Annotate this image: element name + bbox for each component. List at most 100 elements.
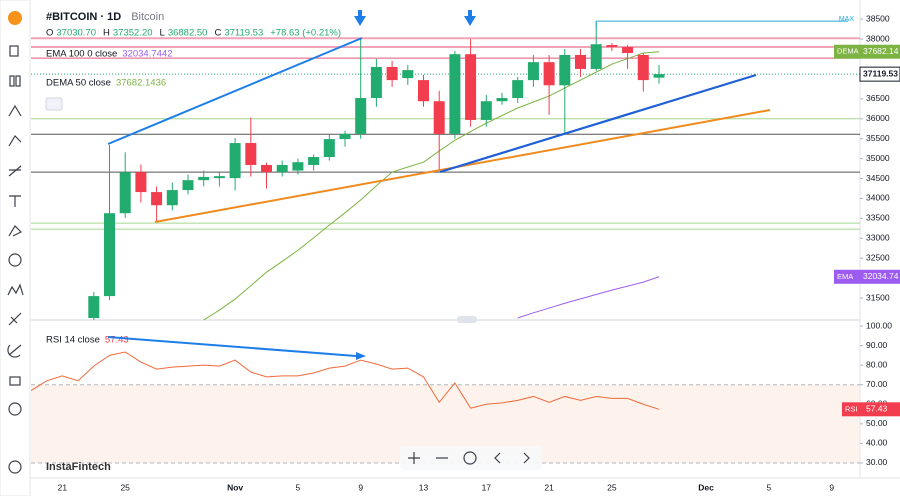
legend-text: Bitcoin xyxy=(131,11,164,23)
tool-icon[interactable] xyxy=(8,165,22,177)
legend-text: #BITCOIN · 1D xyxy=(46,11,121,23)
candle-body xyxy=(151,192,163,206)
y-tick-label: 36000 xyxy=(866,113,890,123)
candle-body xyxy=(339,133,351,140)
candle-body xyxy=(402,70,414,79)
candle-body xyxy=(418,80,429,102)
y-tick-label: 34500 xyxy=(866,173,890,183)
tool-icon[interactable] xyxy=(15,75,21,87)
tool-icon[interactable] xyxy=(8,135,22,147)
candle-body xyxy=(198,176,210,181)
tool-icon[interactable] xyxy=(9,195,21,207)
y-tick-label: 30.00 xyxy=(866,457,888,467)
tool-icon[interactable] xyxy=(8,312,22,326)
y-tick-label: 33500 xyxy=(866,213,890,223)
rsi-tag-name: RSI xyxy=(845,404,858,413)
candle-body xyxy=(449,54,461,134)
tool-icon[interactable] xyxy=(7,344,22,358)
indicator-tag-value: 32034.74 xyxy=(863,271,899,281)
rsi-tag xyxy=(842,402,900,417)
legend-text: H xyxy=(103,28,110,39)
candle-body xyxy=(166,190,178,206)
x-tick-label: 25 xyxy=(607,482,617,492)
candle-body xyxy=(465,54,477,120)
watermark: InstaFintech xyxy=(46,461,111,473)
scroll-right[interactable] xyxy=(523,452,530,464)
tool-icon[interactable] xyxy=(8,253,22,267)
y-tick-label: 80.00 xyxy=(866,359,888,369)
tool-icon[interactable] xyxy=(9,376,21,386)
legend-text: DEMA 50 close xyxy=(46,78,111,89)
candle-body xyxy=(527,62,539,81)
y-tick-label: 38500 xyxy=(866,13,890,23)
legend-text: EMA 100 0 close xyxy=(46,49,117,60)
candle-body xyxy=(323,139,335,158)
legend-text: 57.43 xyxy=(105,335,129,346)
y-tick-label: 40.00 xyxy=(866,438,888,448)
indicator-tag xyxy=(834,44,900,59)
legend-text: 37352.20 xyxy=(113,28,153,39)
scroll-left[interactable] xyxy=(494,452,501,464)
candle-body xyxy=(512,80,524,99)
candle-body xyxy=(480,101,492,120)
x-tick-label: 17 xyxy=(482,482,492,492)
y-tick-label: 34000 xyxy=(866,193,890,203)
candle-body xyxy=(496,98,508,102)
y-tick-label: 36500 xyxy=(866,93,890,103)
pane-handle[interactable] xyxy=(457,316,477,323)
x-tick-label: 9 xyxy=(829,482,834,492)
x-tick-label: 21 xyxy=(58,482,68,492)
legend-text: 37119.53 xyxy=(224,28,263,39)
candle-body xyxy=(543,62,555,86)
rsi-tag-value: 57.43 xyxy=(866,404,888,414)
candle-body xyxy=(135,172,147,193)
zoom-in[interactable] xyxy=(408,452,420,464)
candle-body xyxy=(213,176,225,179)
y-tick-label: 100.00 xyxy=(866,320,892,330)
annotations xyxy=(107,10,771,360)
tool-icon[interactable] xyxy=(8,402,22,416)
y-tick-label: 38000 xyxy=(866,33,890,43)
candle-body xyxy=(370,66,382,99)
x-tick-label: 9 xyxy=(358,482,363,492)
legend-text: +78.63 (+0.21%) xyxy=(270,28,341,39)
x-tick-label: 5 xyxy=(296,482,301,492)
legend-text: 37682.1436 xyxy=(116,78,166,89)
zoom-controls xyxy=(400,446,542,470)
legend-text: RSI 14 close xyxy=(46,335,100,346)
y-tick-label: 33000 xyxy=(866,233,890,243)
candle-body xyxy=(386,66,398,81)
candle-body xyxy=(559,54,571,86)
indicator-tag-name: EMA xyxy=(837,272,853,281)
candle-body xyxy=(119,172,131,214)
candle-body xyxy=(292,162,304,171)
candle-body xyxy=(261,164,272,173)
y-tick-label: 90.00 xyxy=(866,340,888,350)
legend-text: 37030.70 xyxy=(56,28,96,39)
rsi-line xyxy=(31,351,660,410)
tool-icon[interactable] xyxy=(8,460,22,474)
tool-icon[interactable] xyxy=(9,45,19,57)
candle-body xyxy=(104,213,115,297)
collapse-button[interactable] xyxy=(45,97,63,111)
price-tag xyxy=(859,66,900,82)
candle-body xyxy=(575,54,586,69)
candle-body xyxy=(182,180,194,191)
tool-icon[interactable] xyxy=(8,104,22,117)
tool-icon[interactable] xyxy=(8,225,23,237)
candle-body xyxy=(355,98,367,134)
candle-body xyxy=(88,296,100,319)
x-tick-label: 21 xyxy=(544,482,554,492)
reset[interactable] xyxy=(463,451,477,465)
candle-body xyxy=(653,74,665,78)
legend-text: 36882.50 xyxy=(168,28,208,39)
tool-icon[interactable] xyxy=(7,283,24,296)
candle-body xyxy=(590,44,602,69)
candle-body xyxy=(433,101,445,134)
logo[interactable] xyxy=(8,11,22,25)
y-tick-label: 35500 xyxy=(866,133,890,143)
plot-layer: 21 25 Nov 5 9 13 17 21 25 Dec 5 9 31500 32500 33000 335… xyxy=(31,11,900,492)
y-tick-label: 32500 xyxy=(866,252,890,262)
tool-icon[interactable] xyxy=(9,75,15,87)
